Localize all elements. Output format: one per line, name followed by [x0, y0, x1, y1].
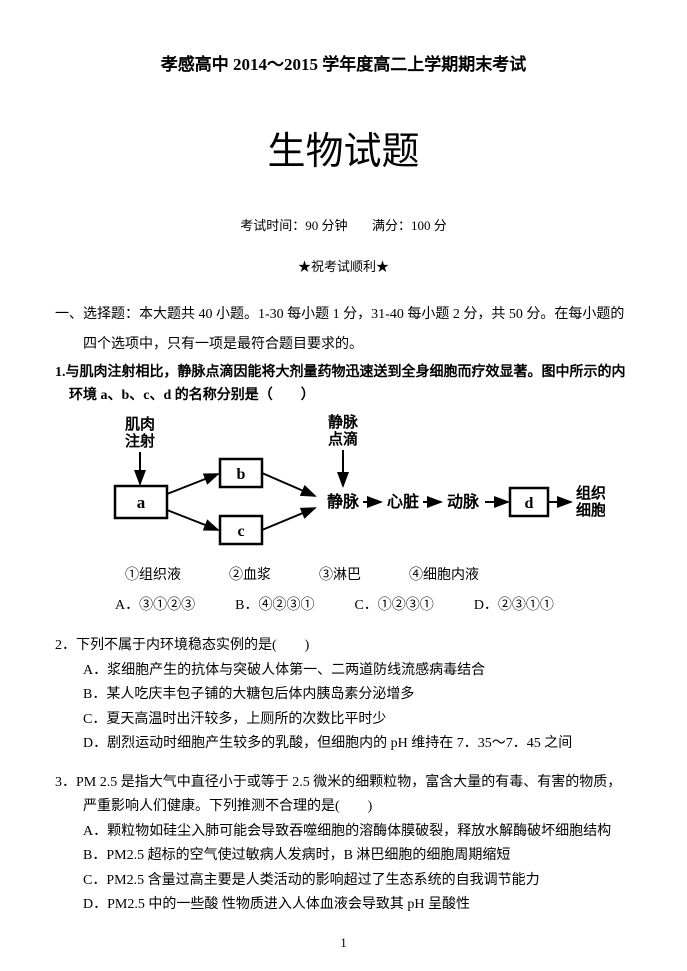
- section-intro-line2: 四个选项中，只有一项是最符合题目要求的。: [83, 333, 632, 357]
- q3-opt-b: B．PM2.5 超标的空气使过敏病人发病时，B 淋巴细胞的细胞周期缩短: [83, 844, 632, 869]
- q3: 3．PM 2.5 是指大气中直径小于或等于 2.5 微米的细颗粒物，富含大量的有…: [55, 771, 632, 918]
- q3-opt-d: D．PM2.5 中的一些酸 性物质进入人体血液会导致其 pH 呈酸性: [83, 893, 632, 918]
- exam-time-value: 90 分钟: [305, 218, 347, 233]
- q2-opt-b: B．某人吃庆丰包子铺的大糖包后体内胰岛素分泌增多: [83, 683, 632, 708]
- label-drip-1: 静脉: [328, 414, 359, 431]
- header-line: 孝感高中 2014～2015 学年度高二上学期期末考试: [55, 50, 632, 75]
- page-number: 1: [0, 935, 687, 951]
- exam-time-label: 考试时间：: [240, 218, 305, 233]
- q2: 2．下列不属于内环境稳态实例的是( ) A．浆细胞产生的抗体与突破人体第一、二两…: [55, 634, 632, 757]
- node-heart: 心脏: [387, 492, 419, 511]
- q1-stem-line1: 1.与肌肉注射相比，静脉点滴因能将大剂量药物迅速送到全身细胞而疗效显著。图中所示…: [55, 361, 632, 385]
- q1-legend: ①组织液 ②血浆 ③淋巴 ④细胞内液: [125, 564, 632, 584]
- legend-4: ④细胞内液: [409, 564, 479, 584]
- node-tissue-1: 组织: [576, 484, 605, 502]
- legend-1: ①组织液: [125, 564, 181, 584]
- q3-opt-c: C．PM2.5 含量过高主要是人类活动的影响超过了生态系统的自我调节能力: [83, 869, 632, 894]
- q1-opt-b: B．④②③①: [235, 594, 314, 614]
- legend-3: ③淋巴: [319, 564, 361, 584]
- q2-opt-c: C．夏天高温时出汗较多，上厕所的次数比平时少: [83, 708, 632, 733]
- section-intro-line1: 一、选择题：本大题共 40 小题。1-30 每小题 1 分，31-40 每小题 …: [55, 303, 632, 327]
- q1-diagram: 肌肉 注射 a b c 静脉 点滴 静脉 心脏 动脉 d 组织 细胞: [95, 414, 632, 554]
- legend-2: ②血浆: [229, 564, 271, 584]
- q1-opt-d: D．②③①①: [474, 594, 554, 614]
- q2-opt-a: A．浆细胞产生的抗体与突破人体第一、二两道防线流感病毒结合: [83, 659, 632, 684]
- node-artery: 动脉: [447, 492, 480, 511]
- box-a-label: a: [137, 493, 146, 512]
- label-inject-1: 肌肉: [125, 415, 155, 433]
- q3-stem-line2: 严重影响人们健康。下列推测不合理的是( ): [83, 795, 632, 820]
- node-tissue-2: 细胞: [576, 501, 605, 519]
- q2-stem: 2．下列不属于内环境稳态实例的是( ): [55, 634, 632, 659]
- good-luck: ★祝考试顺利★: [55, 256, 632, 275]
- label-inject-2: 注射: [125, 432, 155, 450]
- box-d-label: d: [525, 495, 534, 512]
- box-b-label: b: [237, 466, 246, 483]
- q3-opt-a: A．颗粒物如硅尘入肺可能会导致吞噬细胞的溶酶体膜破裂，释放水解酶破坏细胞结构: [83, 820, 632, 845]
- exam-info: 考试时间：90 分钟 满分：100 分: [55, 215, 632, 234]
- q2-opt-d: D．剧烈运动时细胞产生较多的乳酸，但细胞内的 pH 维持在 7．35～7．45 …: [83, 732, 632, 757]
- node-vein: 静脉: [327, 492, 360, 511]
- label-drip-2: 点滴: [328, 430, 358, 448]
- q1-stem-line2: 环境 a、b、c、d 的名称分别是（ ）: [69, 384, 632, 408]
- full-score-label: 满分：: [372, 218, 411, 233]
- q1-options: A．③①②③ B．④②③① C．①②③① D．②③①①: [115, 594, 632, 614]
- q1-opt-a: A．③①②③: [115, 594, 195, 614]
- page-title: 生物试题: [55, 120, 632, 175]
- q1-opt-c: C．①②③①: [354, 594, 433, 614]
- q3-stem-line1: 3．PM 2.5 是指大气中直径小于或等于 2.5 微米的细颗粒物，富含大量的有…: [55, 771, 632, 796]
- full-score-value: 100 分: [411, 218, 447, 233]
- box-c-label: c: [237, 523, 244, 540]
